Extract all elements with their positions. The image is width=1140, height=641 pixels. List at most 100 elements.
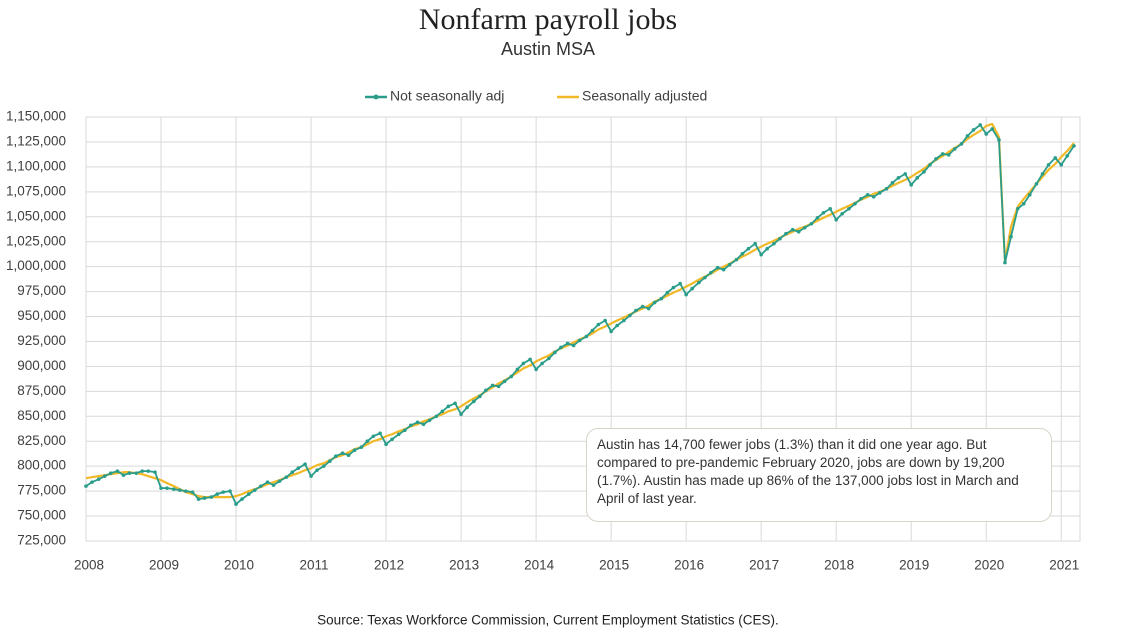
data-point xyxy=(1015,206,1020,211)
y-tick-label: 1,000,000 xyxy=(6,258,66,273)
data-point xyxy=(521,361,526,366)
legend-label: Seasonally adjusted xyxy=(582,88,707,104)
data-point xyxy=(115,469,120,473)
data-point xyxy=(221,490,226,494)
data-point xyxy=(1027,193,1032,197)
data-point xyxy=(534,367,538,372)
data-point xyxy=(340,451,345,456)
data-point xyxy=(896,176,901,180)
data-point xyxy=(990,127,995,131)
y-tick-label: 1,025,000 xyxy=(6,233,66,248)
data-point xyxy=(446,404,451,409)
data-point xyxy=(784,231,788,236)
data-point xyxy=(246,492,251,496)
data-point xyxy=(165,486,169,490)
data-point xyxy=(1065,154,1070,158)
y-tick-label: 1,050,000 xyxy=(6,208,66,223)
data-point xyxy=(965,134,970,138)
y-tick-label: 800,000 xyxy=(17,458,66,473)
data-point xyxy=(121,473,126,477)
data-point xyxy=(740,251,745,256)
data-point xyxy=(934,157,938,161)
data-point xyxy=(371,434,376,439)
data-point xyxy=(821,210,826,215)
data-point xyxy=(252,488,257,492)
data-point xyxy=(772,241,776,246)
data-point xyxy=(315,468,319,472)
y-tick-label: 875,000 xyxy=(17,383,66,398)
y-tick-label: 1,125,000 xyxy=(6,134,66,149)
data-point xyxy=(865,193,870,197)
data-point xyxy=(577,338,582,343)
data-point xyxy=(472,399,476,404)
data-point xyxy=(697,280,701,285)
data-point xyxy=(1040,172,1045,176)
x-tick-label: 2011 xyxy=(300,558,329,573)
data-point xyxy=(459,412,463,417)
data-point xyxy=(759,252,763,257)
data-point xyxy=(940,152,945,156)
data-point xyxy=(478,394,482,399)
data-point xyxy=(427,418,432,423)
data-point xyxy=(652,300,657,305)
data-point xyxy=(234,502,238,506)
y-tick-label: 925,000 xyxy=(17,333,66,348)
x-tick-label: 2015 xyxy=(599,558,629,573)
data-point xyxy=(634,308,638,313)
data-point xyxy=(877,191,882,195)
data-point xyxy=(159,486,163,490)
data-point xyxy=(765,246,769,251)
data-point xyxy=(96,477,101,481)
data-point xyxy=(978,123,983,127)
data-point xyxy=(453,401,457,406)
data-point xyxy=(703,275,707,280)
data-point xyxy=(559,345,563,350)
data-point xyxy=(303,462,307,466)
data-point xyxy=(403,428,407,433)
data-point xyxy=(746,246,751,251)
data-point xyxy=(528,357,532,362)
data-point xyxy=(397,432,401,437)
y-tick-label: 1,075,000 xyxy=(6,183,66,198)
x-tick-label: 2020 xyxy=(974,558,1004,573)
x-tick-label: 2012 xyxy=(374,558,404,573)
y-tick-label: 975,000 xyxy=(17,283,66,298)
data-point xyxy=(228,489,232,493)
data-point xyxy=(509,374,514,379)
data-point xyxy=(515,367,520,372)
data-point xyxy=(540,361,544,366)
data-point xyxy=(603,318,607,323)
data-point xyxy=(646,306,651,311)
data-point xyxy=(102,474,107,478)
legend-label: Not seasonally adj xyxy=(390,88,504,104)
data-point xyxy=(1053,156,1058,160)
data-point xyxy=(815,215,820,220)
data-point xyxy=(753,241,757,246)
data-point xyxy=(190,490,195,494)
data-point xyxy=(671,285,676,290)
y-tick-label: 950,000 xyxy=(17,308,66,323)
data-point xyxy=(352,448,357,453)
data-point xyxy=(809,221,814,226)
data-point xyxy=(108,471,113,475)
y-tick-label: 725,000 xyxy=(17,533,66,548)
data-point xyxy=(890,181,895,185)
data-point xyxy=(265,480,270,484)
data-point xyxy=(997,138,1001,142)
data-point xyxy=(365,439,370,444)
x-tick-label: 2009 xyxy=(149,558,179,573)
data-point xyxy=(871,195,876,199)
x-tick-label: 2018 xyxy=(824,558,854,573)
data-point xyxy=(328,459,332,463)
x-tick-label: 2019 xyxy=(899,558,929,573)
data-point xyxy=(334,454,338,459)
source-note: Source: Texas Workforce Commission, Curr… xyxy=(317,613,779,628)
data-point xyxy=(590,328,595,333)
chart-title: Nonfarm payroll jobs xyxy=(419,3,677,36)
x-tick-label: 2014 xyxy=(524,558,555,573)
x-tick-label: 2017 xyxy=(749,558,779,573)
data-point xyxy=(547,356,551,361)
data-point xyxy=(959,142,964,146)
data-point xyxy=(709,270,713,275)
data-point xyxy=(146,469,151,473)
